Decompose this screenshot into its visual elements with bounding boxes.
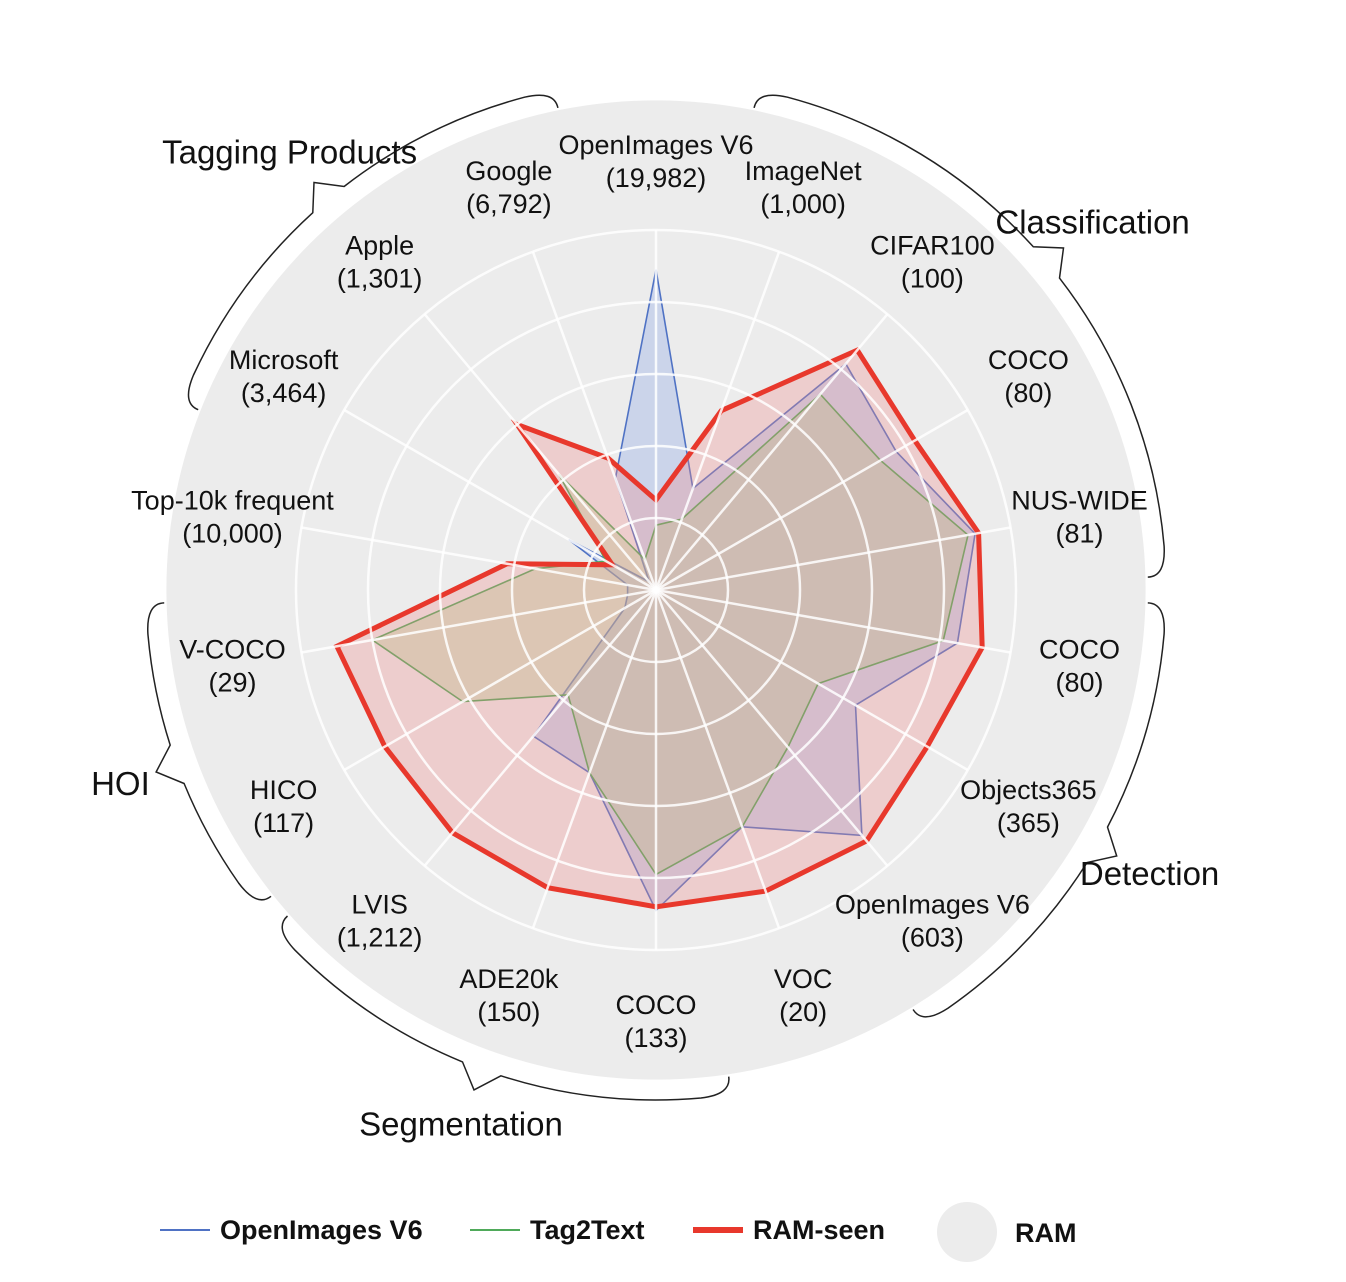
grid-spoke — [301, 588, 657, 654]
axis-name: NUS-WIDE — [1011, 485, 1148, 515]
axis-name: ImageNet — [745, 156, 863, 186]
axis-count: (3,464) — [241, 378, 327, 408]
grid-spoke — [343, 408, 657, 592]
grid-spoke — [655, 408, 969, 592]
group-label: Tagging Products — [162, 133, 417, 170]
axis-name: COCO — [616, 990, 697, 1020]
axis-label: CIFAR100 (100) — [870, 231, 995, 294]
grid-layer — [294, 228, 1018, 952]
axis-count: (1,000) — [760, 189, 846, 219]
group-brace — [187, 94, 559, 411]
axis-name: CIFAR100 — [870, 231, 995, 261]
axis-label: VOC (20) — [774, 964, 833, 1027]
group-brace — [912, 602, 1165, 1018]
axis-label: COCO (80) — [1039, 635, 1120, 698]
axis-name: OpenImages V6 — [835, 889, 1030, 919]
axis-name: ADE20k — [459, 964, 559, 994]
axis-label: OpenImages V6 (19,982) — [558, 130, 753, 193]
grid-spoke — [531, 589, 658, 929]
grid-spoke — [531, 251, 658, 591]
grid-spoke — [655, 526, 1011, 592]
group-label: HOI — [91, 765, 150, 802]
axis-label: HICO (117) — [250, 775, 318, 838]
grid-spoke — [343, 588, 657, 772]
grid-spoke — [301, 526, 657, 592]
axis-count: (150) — [477, 997, 540, 1027]
series-layer — [333, 269, 985, 912]
grid-spoke — [655, 588, 1011, 654]
group-brace — [753, 94, 1165, 578]
axis-count: (1,212) — [337, 922, 423, 952]
grid-spoke — [655, 588, 969, 772]
legend-swatch — [937, 1202, 997, 1262]
axis-label: NUS-WIDE (81) — [1011, 485, 1148, 548]
axis-count: (365) — [997, 808, 1060, 838]
axis-name: Microsoft — [229, 345, 339, 375]
axis-name: Objects365 — [960, 775, 1097, 805]
group-brace — [281, 915, 730, 1101]
legend: OpenImages V6 Tag2Text RAM-seen RAM — [160, 1202, 1077, 1262]
axis-label: OpenImages V6 (603) — [835, 889, 1030, 952]
axis-count: (80) — [1055, 668, 1103, 698]
axis-label: COCO (133) — [616, 990, 697, 1053]
axis-label: COCO (80) — [988, 345, 1069, 408]
axis-name: V-COCO — [179, 635, 286, 665]
axis-name: OpenImages V6 — [558, 130, 753, 160]
axis-label: V-COCO (29) — [179, 635, 286, 698]
axis-name: LVIS — [351, 889, 408, 919]
axis-label: Apple (1,301) — [337, 231, 423, 294]
group-label: Detection — [1080, 855, 1219, 892]
group-label: Classification — [995, 204, 1189, 241]
axis-count: (133) — [624, 1023, 687, 1053]
axis-count: (1,301) — [337, 264, 423, 294]
axis-label: ImageNet (1,000) — [745, 156, 863, 219]
axis-name: COCO — [988, 345, 1069, 375]
legend-label: Tag2Text — [530, 1215, 645, 1245]
grid-spoke — [423, 313, 657, 591]
grid-spoke — [654, 589, 781, 929]
axis-labels: OpenImages V6 (19,982) ImageNet (1,000)CIFA… — [131, 130, 1148, 1053]
axis-count: (80) — [1004, 378, 1052, 408]
axis-count: (10,000) — [182, 518, 283, 548]
axis-label: ADE20k (150) — [459, 964, 559, 1027]
axis-count: (29) — [208, 668, 256, 698]
axis-name: Apple — [345, 231, 414, 261]
grid-spoke — [423, 589, 657, 867]
grid-spoke — [655, 313, 889, 591]
legend-label: OpenImages V6 — [220, 1215, 423, 1245]
axis-count: (117) — [253, 808, 314, 838]
axis-name: HICO — [250, 775, 318, 805]
axis-label: Microsoft (3,464) — [229, 345, 339, 408]
group-brace — [147, 602, 272, 901]
axis-name: Google — [465, 156, 552, 186]
legend-label: RAM — [1015, 1218, 1077, 1248]
axis-name: Top-10k frequent — [131, 485, 334, 515]
group-labels: Classification Detection Segmentation HOI Ta… — [91, 94, 1219, 1143]
axis-label: Top-10k frequent (10,000) — [131, 485, 334, 548]
axis-name: VOC — [774, 964, 833, 994]
axis-count: (19,982) — [606, 163, 707, 193]
axis-count: (20) — [779, 997, 827, 1027]
axis-count: (6,792) — [466, 189, 552, 219]
grid-spoke — [655, 589, 889, 867]
axis-label: Objects365 (365) — [960, 775, 1097, 838]
legend-label: RAM-seen — [753, 1215, 885, 1245]
axis-count: (81) — [1055, 518, 1103, 548]
axis-label: LVIS (1,212) — [337, 889, 423, 952]
axis-label: Google (6,792) — [465, 156, 552, 219]
axis-count: (100) — [901, 264, 964, 294]
axis-name: COCO — [1039, 635, 1120, 665]
axis-count: (603) — [901, 922, 964, 952]
group-label: Segmentation — [359, 1106, 563, 1143]
grid-spoke — [654, 251, 781, 591]
